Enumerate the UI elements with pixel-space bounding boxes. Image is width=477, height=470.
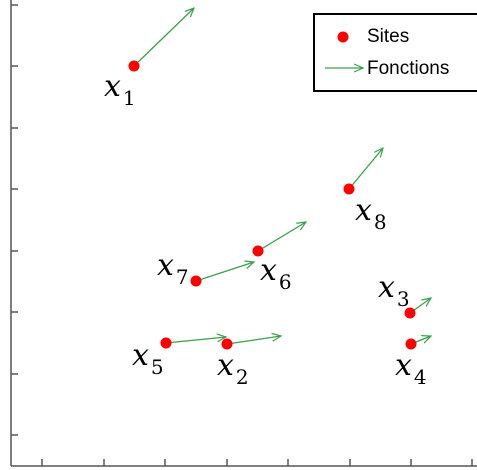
x-axis-ticks: [41, 459, 473, 466]
site-point-x6: [252, 245, 264, 257]
site-point-x3: [404, 307, 416, 319]
legend: Sites Fonctions: [313, 13, 477, 92]
y-axis-ticks: [11, 4, 18, 436]
arrow-x1: [133, 8, 194, 67]
function-arrows: [133, 8, 431, 345]
arrow-x6: [257, 222, 306, 252]
arrow-x7: [195, 262, 254, 282]
legend-box: [313, 13, 477, 92]
legend-fonctions-label: Fonctions: [367, 58, 449, 79]
site-point-x2: [221, 338, 233, 350]
site-points: [128, 60, 417, 350]
site-point-x1: [128, 60, 140, 72]
site-point-x7: [190, 275, 202, 287]
arrow-x8: [348, 148, 383, 190]
axes: [10, 0, 477, 467]
site-point-x5: [160, 337, 172, 349]
site-point-x8: [343, 183, 355, 195]
site-point-x4: [405, 338, 417, 350]
arrow-x5: [165, 337, 226, 344]
legend-site-marker: [337, 31, 349, 43]
legend-sites-label: Sites: [367, 26, 409, 47]
arrow-x2: [226, 336, 281, 345]
